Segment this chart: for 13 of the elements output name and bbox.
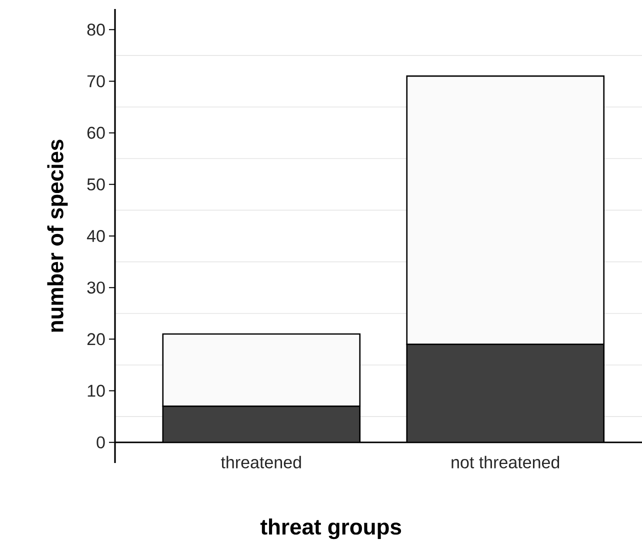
y-tick-label: 60 xyxy=(87,126,105,139)
x-tick-label: not threatened xyxy=(452,456,560,468)
x-axis-title: threat groups xyxy=(260,518,402,540)
y-tick-label: 50 xyxy=(87,178,105,190)
y-tick-label: 70 xyxy=(87,75,105,88)
y-tick-label: 0 xyxy=(96,436,105,448)
y-tick-label: 10 xyxy=(88,384,105,397)
y-tick-label: 30 xyxy=(87,282,105,294)
y-tick-label: 80 xyxy=(87,24,105,36)
y-tick-label: 20 xyxy=(87,333,105,346)
y-axis-title: number of species xyxy=(47,140,68,332)
x-tick-label: threatened xyxy=(220,456,301,468)
y-tick-label: 40 xyxy=(86,230,105,242)
